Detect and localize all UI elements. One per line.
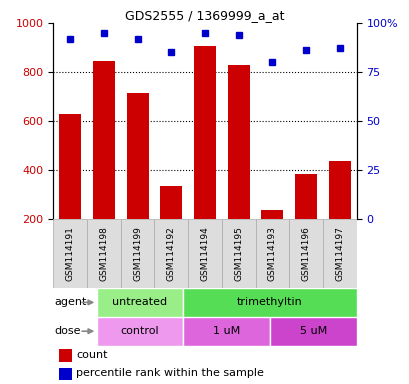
Text: GSM114197: GSM114197 (335, 226, 344, 281)
Bar (87, 219, 120, 288)
Text: untreated: untreated (112, 297, 167, 308)
Bar (221, 219, 255, 288)
Bar (322, 219, 356, 288)
Bar (154, 219, 188, 288)
Text: control: control (120, 326, 159, 336)
Text: percentile rank within the sample: percentile rank within the sample (76, 368, 263, 379)
Bar (188, 219, 221, 288)
Text: GSM114195: GSM114195 (234, 226, 243, 281)
Bar (59, 349, 71, 362)
Text: GSM114193: GSM114193 (267, 226, 276, 281)
Text: GSM114191: GSM114191 (65, 226, 74, 281)
Title: GDS2555 / 1369999_a_at: GDS2555 / 1369999_a_at (125, 9, 284, 22)
Text: count: count (76, 350, 107, 360)
Text: agent: agent (55, 297, 87, 308)
Text: GSM114199: GSM114199 (133, 226, 142, 281)
Text: 5 uM: 5 uM (299, 326, 326, 336)
Text: 1 uM: 1 uM (213, 326, 240, 336)
Text: GSM114198: GSM114198 (99, 226, 108, 281)
Bar (294, 174, 316, 219)
Bar (120, 219, 154, 288)
Text: GSM114194: GSM114194 (200, 226, 209, 281)
Bar (97, 288, 183, 317)
Bar (59, 114, 81, 219)
Bar (261, 210, 283, 219)
Bar (160, 186, 182, 219)
Bar (183, 317, 270, 346)
Bar (227, 65, 249, 219)
Bar (126, 93, 148, 219)
Text: trimethyltin: trimethyltin (236, 297, 302, 308)
Text: GSM114196: GSM114196 (301, 226, 310, 281)
Text: dose: dose (55, 326, 81, 336)
Text: GSM114192: GSM114192 (166, 226, 175, 281)
Bar (289, 219, 322, 288)
Bar (255, 219, 289, 288)
Bar (193, 46, 216, 219)
Bar (97, 317, 183, 346)
Bar (59, 368, 71, 380)
Bar (328, 161, 350, 219)
Bar (183, 288, 356, 317)
Bar (93, 61, 115, 219)
Bar (53, 219, 87, 288)
Bar (270, 317, 356, 346)
